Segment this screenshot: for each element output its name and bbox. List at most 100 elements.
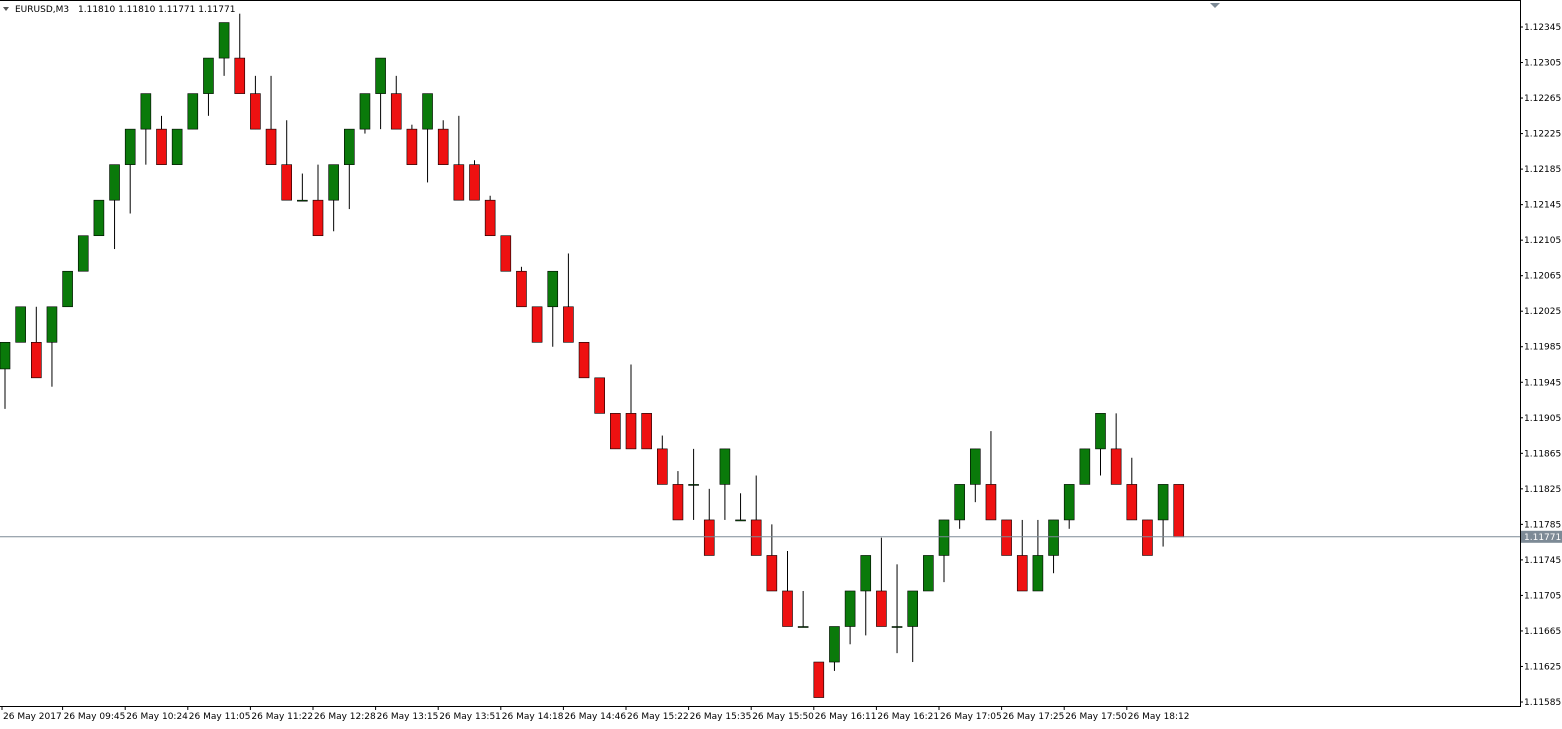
bear-candle-body <box>250 93 261 130</box>
time-tick-label: 26 May 17:25 <box>1003 712 1065 722</box>
time-axis: 26 May 2017 26 May 09:45 26 May 10:24 26 Ma… <box>1 706 1190 722</box>
header-ohlc: 1.11810 1.11810 1.11771 1.11771 <box>78 5 235 15</box>
candle <box>469 160 480 201</box>
candle <box>171 128 183 165</box>
bull-candle-body <box>46 306 58 343</box>
candle <box>406 124 418 165</box>
candle <box>422 93 433 183</box>
bear-candle-body <box>1173 484 1185 538</box>
bull-candle-body <box>1079 448 1091 485</box>
time-tick-label: 26 May 16:21 <box>877 712 939 722</box>
price-tick-label: 1.11585 <box>1524 698 1561 708</box>
time-tick-label: 26 May 15:22 <box>627 712 689 722</box>
candle <box>437 120 449 165</box>
candle <box>703 488 715 556</box>
candle <box>735 493 746 522</box>
bid-label-box <box>1521 530 1562 543</box>
bull-candle-body <box>77 235 89 272</box>
price-tick-label: 1.12345 <box>1524 23 1561 33</box>
bid-label: 1.11771 <box>1524 533 1561 543</box>
bear-candle-body <box>766 555 778 592</box>
bear-candle-body <box>985 484 997 521</box>
candle <box>281 120 293 201</box>
bull-candle-body <box>1157 484 1169 521</box>
header-collapse-icon[interactable] <box>3 7 9 11</box>
candle <box>516 266 527 308</box>
candle <box>1079 448 1091 485</box>
candle <box>954 484 965 529</box>
bull-candle-body <box>969 448 981 485</box>
svg-text:EURUSD,M3 1.11810 1.11810: EURUSD,M3 1.11810 1.11810 1.11771 1.1177… <box>15 5 235 15</box>
candle <box>156 115 167 165</box>
bear-candle-body <box>782 590 793 627</box>
bear-candle-body <box>656 448 668 485</box>
candle <box>672 471 684 521</box>
bear-candle-body <box>578 341 590 379</box>
candle <box>93 199 105 237</box>
price-tick-label: 1.12105 <box>1524 236 1561 246</box>
price-tick-label: 1.12305 <box>1524 59 1561 69</box>
time-tick-label: 26 May 12:28 <box>314 712 376 722</box>
candle <box>1157 484 1169 547</box>
bull-candle-body <box>343 128 355 165</box>
price-tick-label: 1.12265 <box>1524 94 1561 104</box>
price-tick-label: 1.11705 <box>1524 591 1561 601</box>
time-tick-label: 26 May 13:51 <box>439 712 501 722</box>
price-tick-label: 1.12145 <box>1524 201 1561 211</box>
candle <box>265 75 277 165</box>
candle <box>876 537 887 627</box>
candle <box>203 57 214 116</box>
bull-candle-body <box>860 555 872 592</box>
bear-candle-body <box>1016 555 1028 592</box>
time-tick-label: 26 May 2017 <box>3 712 62 722</box>
bull-candle-body <box>923 555 934 592</box>
bear-candle-body <box>1142 519 1153 556</box>
bear-candle-body <box>594 377 606 414</box>
bear-candle-body <box>312 199 324 237</box>
time-tick-label: 26 May 17:05 <box>940 712 1002 722</box>
candle <box>15 306 26 343</box>
bid-line-group: 1.11771 <box>0 530 1562 543</box>
time-tick-label: 26 May 15:50 <box>752 712 814 722</box>
candle <box>140 93 152 165</box>
bull-candle-body <box>140 93 152 130</box>
time-tick-label: 26 May 14:46 <box>564 712 626 722</box>
candle <box>891 564 903 654</box>
bear-candle-body <box>516 270 527 308</box>
bull-candle-body <box>891 626 903 628</box>
bear-candle-body <box>453 164 465 201</box>
bull-candle-body <box>938 519 950 556</box>
candle <box>610 413 621 450</box>
chart-shift-marker-icon[interactable] <box>1210 3 1220 8</box>
time-tick-label: 26 May 13:15 <box>377 712 439 722</box>
bear-candle-body <box>500 235 512 272</box>
bull-candle-body <box>844 590 856 627</box>
candle <box>312 164 324 237</box>
bull-candle-body <box>1063 484 1075 521</box>
candle <box>688 448 699 520</box>
price-tick-label: 1.11825 <box>1524 485 1561 495</box>
candle <box>907 590 919 663</box>
price-tick-label: 1.11905 <box>1524 414 1561 424</box>
bull-candle-body <box>297 199 308 202</box>
candle <box>969 448 981 503</box>
candle <box>797 590 809 628</box>
bull-candle-body <box>1032 555 1044 592</box>
price-tick-label: 1.12025 <box>1524 307 1561 317</box>
bull-candle-body <box>15 306 26 343</box>
bull-candle-body <box>688 484 699 486</box>
bear-candle-body <box>156 128 167 165</box>
candle <box>750 475 762 556</box>
candle <box>813 661 825 698</box>
price-tick-label: 1.11865 <box>1524 449 1561 459</box>
candle <box>1173 484 1185 538</box>
bear-candle-body <box>672 484 684 521</box>
candle <box>124 128 136 214</box>
candle <box>563 253 574 343</box>
candle <box>1126 457 1138 521</box>
candle <box>109 164 120 250</box>
bull-candle-body <box>218 22 230 59</box>
candle <box>0 341 11 409</box>
bull-candle-body <box>0 341 11 370</box>
